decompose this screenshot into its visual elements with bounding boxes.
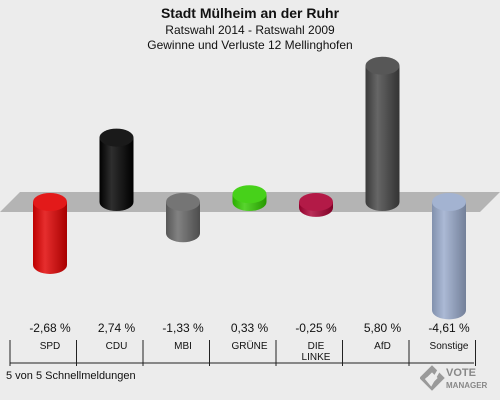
vote-manager-logo: VOTE MANAGER [420, 365, 488, 391]
value-label: 5,80 % [364, 321, 402, 335]
bar-sonstige [432, 193, 466, 320]
value-label: -0,25 % [295, 321, 337, 335]
value-label: 2,74 % [98, 321, 136, 335]
bar-mbi [166, 193, 200, 243]
bar-spd [33, 193, 67, 274]
category-label: CDU [106, 341, 128, 352]
value-label: -4,61 % [428, 321, 470, 335]
footer-note: 5 von 5 Schnellmeldungen [6, 370, 136, 382]
category-label: Sonstige [430, 341, 469, 352]
chart-subtitle: Ratswahl 2014 - Ratswahl 2009 [165, 23, 335, 37]
svg-text:MANAGER: MANAGER [446, 381, 488, 390]
value-label: -2,68 % [29, 321, 71, 335]
category-label: GRÜNE [231, 340, 267, 352]
category-label: SPD [40, 341, 61, 352]
category-label: MBI [174, 341, 192, 352]
svg-text:VOTE: VOTE [446, 367, 476, 379]
chart-title: Stadt Mülheim an der Ruhr [161, 5, 340, 21]
category-label: AfD [374, 341, 391, 352]
chart-subtitle-2: Gewinne und Verluste 12 Mellinghofen [147, 38, 352, 52]
bar-cdu [99, 128, 134, 211]
category-label: DIE LINKE [302, 341, 331, 363]
bar-die-linke [299, 193, 333, 217]
value-label: 0,33 % [231, 321, 269, 335]
bar-grüne [232, 185, 267, 211]
bar-afd [365, 56, 400, 211]
value-label: -1,33 % [162, 321, 204, 335]
